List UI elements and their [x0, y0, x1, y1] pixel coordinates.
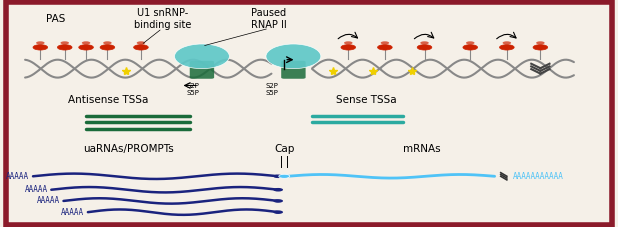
Circle shape [100, 45, 115, 50]
Circle shape [103, 41, 112, 44]
Circle shape [502, 41, 511, 44]
Circle shape [378, 45, 392, 50]
Text: AAAAA: AAAAA [25, 185, 48, 194]
Text: U1 snRNP-
binding site: U1 snRNP- binding site [133, 8, 191, 30]
Circle shape [533, 45, 548, 50]
FancyBboxPatch shape [190, 61, 214, 79]
Ellipse shape [266, 44, 321, 69]
Circle shape [273, 188, 283, 192]
Circle shape [137, 41, 145, 44]
Circle shape [341, 45, 355, 50]
Circle shape [78, 45, 93, 50]
Text: Antisense TSSa: Antisense TSSa [68, 95, 148, 105]
Circle shape [82, 41, 90, 44]
Text: Sense TSSa: Sense TSSa [336, 95, 397, 105]
Circle shape [466, 41, 475, 44]
Circle shape [57, 45, 72, 50]
Circle shape [420, 41, 429, 44]
Text: AAAAA: AAAAA [61, 208, 84, 217]
Circle shape [536, 41, 544, 44]
Circle shape [279, 174, 290, 178]
Text: uaRNAs/PROMPTs: uaRNAs/PROMPTs [83, 144, 174, 154]
Circle shape [273, 210, 283, 214]
Circle shape [273, 199, 283, 203]
Text: AAAAA: AAAAA [6, 172, 30, 181]
Text: Paused
RNAP II: Paused RNAP II [251, 8, 287, 30]
Text: AAAAA: AAAAA [36, 196, 60, 205]
Text: AAAAAAAAAAA: AAAAAAAAAAA [513, 172, 564, 181]
Text: Cap: Cap [274, 144, 294, 154]
Circle shape [463, 45, 478, 50]
Circle shape [417, 45, 432, 50]
Circle shape [61, 41, 69, 44]
Circle shape [33, 45, 48, 50]
Circle shape [36, 41, 44, 44]
Circle shape [499, 45, 514, 50]
Text: S2P
S5P: S2P S5P [187, 83, 199, 96]
Circle shape [273, 175, 283, 178]
Ellipse shape [174, 44, 229, 69]
Text: S2P
S5P: S2P S5P [266, 83, 279, 96]
FancyBboxPatch shape [281, 61, 306, 79]
Circle shape [344, 41, 352, 44]
Circle shape [381, 41, 389, 44]
Text: PAS: PAS [46, 14, 66, 24]
Text: mRNAs: mRNAs [403, 144, 440, 154]
Circle shape [133, 45, 148, 50]
